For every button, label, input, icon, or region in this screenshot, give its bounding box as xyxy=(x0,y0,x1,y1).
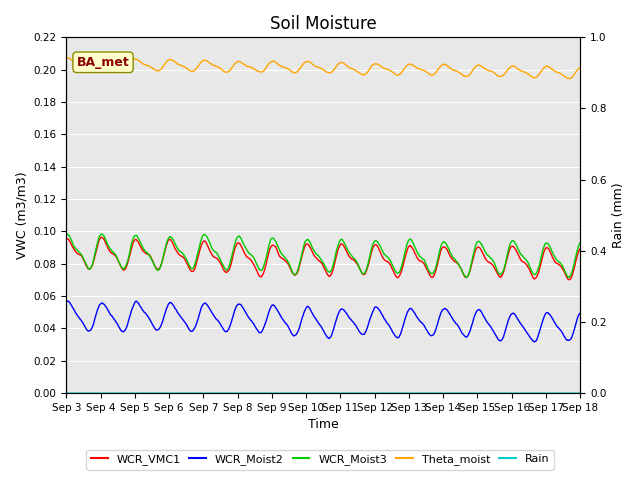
Rain xyxy=(434,390,442,396)
WCR_VMC1 xyxy=(577,246,584,252)
Text: BA_met: BA_met xyxy=(77,56,129,69)
WCR_Moist2 xyxy=(64,298,72,304)
WCR_Moist2 xyxy=(577,310,584,316)
Theta_moist xyxy=(254,68,262,74)
Theta_moist xyxy=(63,55,70,60)
Theta_moist xyxy=(130,57,138,62)
Y-axis label: VWC (m3/m3): VWC (m3/m3) xyxy=(15,171,28,259)
WCR_VMC1 xyxy=(130,238,138,244)
Line: Theta_moist: Theta_moist xyxy=(67,58,580,79)
WCR_Moist2 xyxy=(531,339,538,345)
WCR_Moist3 xyxy=(435,254,442,260)
WCR_Moist2 xyxy=(544,310,552,315)
Rain xyxy=(130,390,138,396)
Theta_moist xyxy=(199,58,207,63)
WCR_Moist3 xyxy=(328,266,336,272)
Theta_moist xyxy=(435,66,442,72)
Rain xyxy=(63,390,70,396)
WCR_Moist3 xyxy=(63,231,70,237)
Theta_moist xyxy=(566,76,573,82)
WCR_VMC1 xyxy=(566,277,573,283)
WCR_Moist2 xyxy=(130,301,138,307)
Line: WCR_VMC1: WCR_VMC1 xyxy=(67,237,580,280)
Rain xyxy=(199,390,207,396)
WCR_Moist2 xyxy=(254,328,262,334)
Line: WCR_Moist2: WCR_Moist2 xyxy=(67,301,580,342)
WCR_Moist3 xyxy=(199,232,207,238)
WCR_Moist3 xyxy=(254,264,262,270)
Rain xyxy=(577,390,584,396)
WCR_Moist3 xyxy=(577,240,584,246)
WCR_Moist2 xyxy=(63,299,70,305)
Y-axis label: Rain (mm): Rain (mm) xyxy=(612,182,625,248)
Rain xyxy=(328,390,335,396)
Rain xyxy=(253,390,261,396)
WCR_VMC1 xyxy=(328,270,336,276)
WCR_Moist3 xyxy=(130,234,138,240)
WCR_VMC1 xyxy=(199,239,207,245)
WCR_VMC1 xyxy=(543,245,551,251)
WCR_Moist3 xyxy=(544,240,552,246)
Title: Soil Moisture: Soil Moisture xyxy=(270,15,377,33)
WCR_VMC1 xyxy=(435,258,442,264)
WCR_Moist3 xyxy=(463,275,470,280)
Rain xyxy=(543,390,551,396)
WCR_Moist3 xyxy=(98,231,106,237)
Line: WCR_Moist3: WCR_Moist3 xyxy=(67,234,580,277)
Legend: WCR_VMC1, WCR_Moist2, WCR_Moist3, Theta_moist, Rain: WCR_VMC1, WCR_Moist2, WCR_Moist3, Theta_… xyxy=(86,450,554,469)
Theta_moist xyxy=(577,65,584,71)
WCR_Moist2 xyxy=(328,331,336,336)
X-axis label: Time: Time xyxy=(308,419,339,432)
WCR_VMC1 xyxy=(97,234,105,240)
Theta_moist xyxy=(543,63,551,69)
WCR_Moist2 xyxy=(435,318,442,324)
Theta_moist xyxy=(328,69,336,74)
WCR_Moist2 xyxy=(199,301,207,307)
Theta_moist xyxy=(63,55,70,60)
WCR_VMC1 xyxy=(254,270,262,276)
WCR_VMC1 xyxy=(63,236,70,242)
